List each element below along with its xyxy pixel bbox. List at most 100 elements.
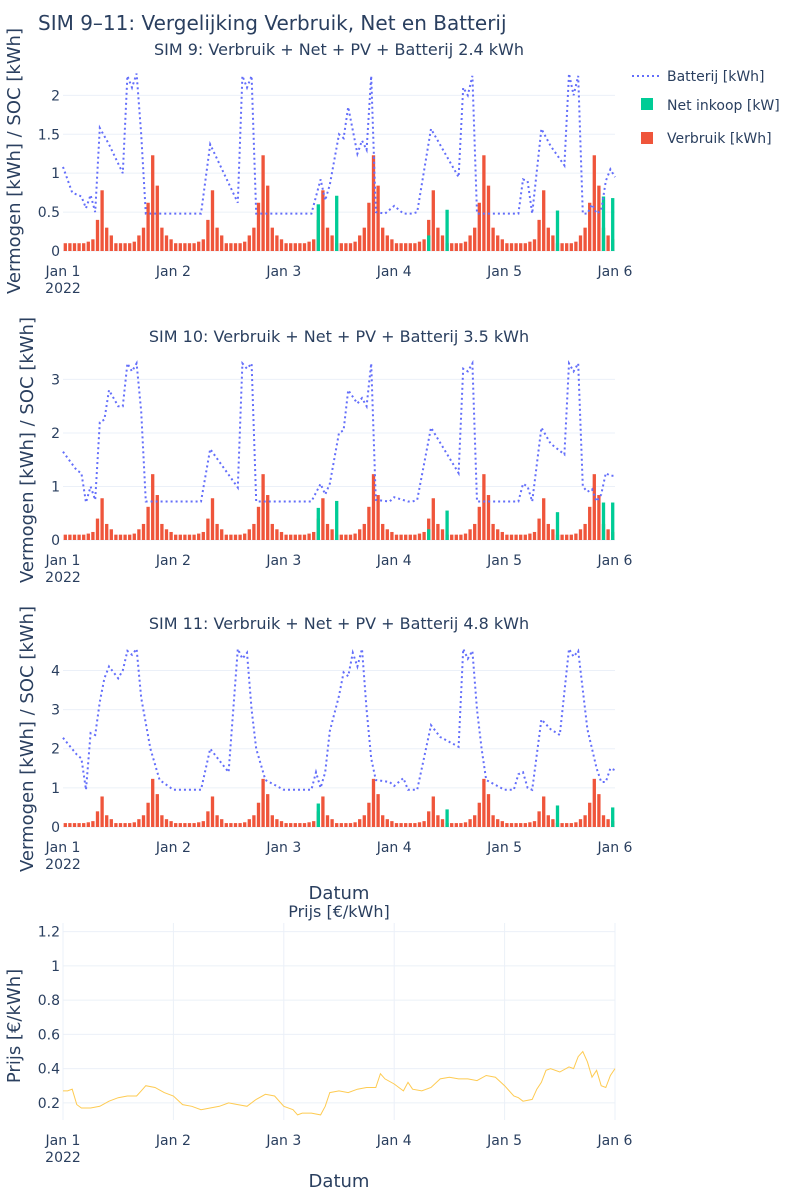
x-ticks-price: Jan 1 Jan 2 Jan 3 Jan 4 Jan 5 Jan 6 2022 <box>45 1133 633 1166</box>
usage-bar <box>206 518 210 540</box>
usage-bar <box>146 202 150 251</box>
panel-title-sim11: SIM 11: Verbruik + Net + PV + Batterij 4… <box>149 614 529 633</box>
y-ticks-sim11: 0 1 2 3 4 <box>51 663 60 836</box>
panel-title-sim10: SIM 10: Verbruik + Net + PV + Batterij 3… <box>149 327 529 346</box>
usage-bar <box>606 529 610 540</box>
price-line <box>63 1050 616 1116</box>
usage-bar <box>72 534 77 540</box>
usage-bar <box>229 823 233 827</box>
bars-sim11 <box>63 778 615 827</box>
usage-bar <box>569 534 573 540</box>
usage-bar <box>243 822 247 827</box>
usage-bar <box>86 822 90 827</box>
usage-bar <box>63 823 67 827</box>
usage-bar <box>220 235 224 251</box>
usage-bar <box>413 534 417 540</box>
usage-bar <box>417 533 422 540</box>
panel-title-price: Prijs [€/kWh] <box>288 902 390 921</box>
usage-bar <box>353 822 357 827</box>
grid-import-bar <box>601 502 606 540</box>
bars-sim9 <box>63 155 615 251</box>
usage-bar <box>339 823 343 827</box>
usage-bar <box>224 534 228 540</box>
usage-bar <box>473 227 477 251</box>
usage-bar <box>583 523 587 540</box>
usage-bar <box>220 529 224 540</box>
usage-bar <box>413 243 417 251</box>
usage-bar <box>247 819 251 827</box>
usage-bar <box>528 241 532 251</box>
usage-bar <box>394 823 399 827</box>
usage-bar <box>229 243 233 251</box>
usage-bar <box>109 819 113 827</box>
grid-import-bar <box>611 807 615 827</box>
usage-bar <box>293 243 297 251</box>
usage-bar <box>344 823 348 827</box>
usage-bar <box>348 823 353 827</box>
usage-bar <box>486 794 491 827</box>
usage-bar <box>210 190 215 251</box>
x-tick-label-sim10: Jan 2 <box>155 553 191 569</box>
usage-bar <box>146 802 150 827</box>
usage-bar <box>284 823 288 827</box>
x-tick-label-price: Jan 2 <box>155 1133 191 1149</box>
grid-import-bar <box>611 198 615 251</box>
usage-bar <box>601 815 606 827</box>
usage-bar <box>307 533 311 540</box>
usage-bar <box>174 534 178 540</box>
usage-bar <box>500 239 504 251</box>
gridlines-price <box>62 923 616 1120</box>
usage-bar <box>261 474 265 540</box>
legend-item-grid-import[interactable]: Net inkoop [kW] <box>641 98 780 114</box>
usage-bar <box>404 534 408 540</box>
y-tick-label-sim9: 0 <box>51 244 60 260</box>
usage-bar <box>270 523 274 540</box>
usage-bar <box>367 506 371 540</box>
legend[interactable]: Batterij [kWh] Net inkoop [kW] Verbruik … <box>632 69 780 147</box>
usage-bar <box>390 531 394 540</box>
usage-bar <box>569 243 573 251</box>
usage-bar <box>114 243 118 251</box>
usage-bar <box>160 227 164 251</box>
usage-bar <box>330 529 334 540</box>
usage-bar <box>353 533 357 540</box>
x-ticks-sim11: Jan 1 Jan 2 Jan 3 Jan 4 Jan 5 Jan 6 2022 <box>45 840 633 873</box>
gridlines-sim10 <box>63 378 615 541</box>
usage-bar <box>155 794 159 827</box>
usage-bar <box>201 239 205 251</box>
usage-bar <box>238 534 242 540</box>
usage-bar <box>376 495 380 540</box>
x-tick-label-sim10: Jan 1 <box>45 553 81 569</box>
usage-bar <box>353 241 357 251</box>
x-tick-label-price: Jan 1 <box>45 1133 81 1149</box>
lines-sim10 <box>62 359 615 504</box>
y-tick-label-sim9: 0.5 <box>38 205 60 221</box>
usage-bar <box>440 819 445 827</box>
usage-bar <box>578 819 583 827</box>
usage-bar <box>141 523 146 540</box>
usage-bar <box>302 823 307 827</box>
legend-item-battery[interactable]: Batterij [kWh] <box>632 69 765 85</box>
usage-bar <box>542 190 546 251</box>
legend-item-usage[interactable]: Verbruik [kWh] <box>641 131 772 147</box>
x-tick-label-sim9: Jan 3 <box>265 264 301 280</box>
usage-bar <box>569 823 573 827</box>
usage-bar <box>109 235 113 251</box>
usage-bar <box>114 823 118 827</box>
usage-bar <box>187 243 192 251</box>
usage-bar <box>86 533 90 540</box>
usage-bar <box>123 823 127 827</box>
usage-bar <box>436 815 440 827</box>
y-tick-label-sim10: 2 <box>51 426 60 442</box>
usage-bar <box>201 821 205 827</box>
usage-bar <box>514 243 518 251</box>
usage-bar <box>362 227 366 251</box>
usage-bar <box>247 529 251 540</box>
usage-bar <box>597 794 601 827</box>
y-tick-label-sim11: 4 <box>51 663 60 679</box>
usage-bar <box>100 796 104 827</box>
y-tick-label-sim9: 1.5 <box>38 127 60 143</box>
usage-bar <box>473 523 477 540</box>
usage-bar <box>279 531 284 540</box>
usage-bar <box>509 243 514 251</box>
